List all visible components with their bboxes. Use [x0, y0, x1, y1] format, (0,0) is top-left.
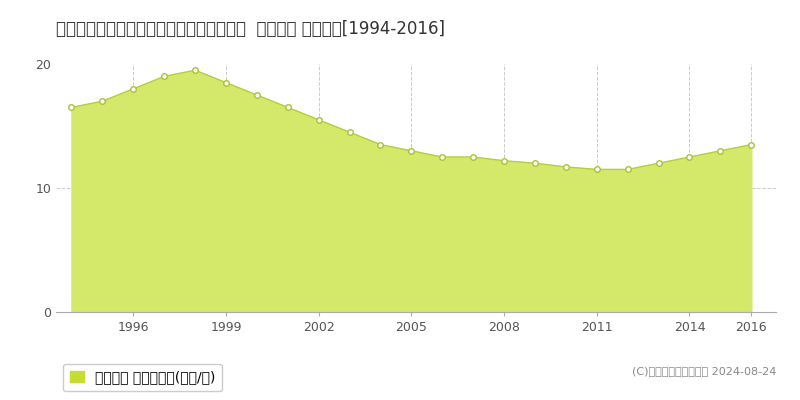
- Text: 宮城県黒川郡富谷町あけの平３丁目７番６  地価公示 地価推移[1994-2016]: 宮城県黒川郡富谷町あけの平３丁目７番６ 地価公示 地価推移[1994-2016]: [56, 20, 445, 38]
- Legend: 地価公示 平均坪単価(万円/坪): 地価公示 平均坪単価(万円/坪): [63, 364, 222, 392]
- Text: (C)土地価格ドットコム 2024-08-24: (C)土地価格ドットコム 2024-08-24: [632, 366, 776, 376]
